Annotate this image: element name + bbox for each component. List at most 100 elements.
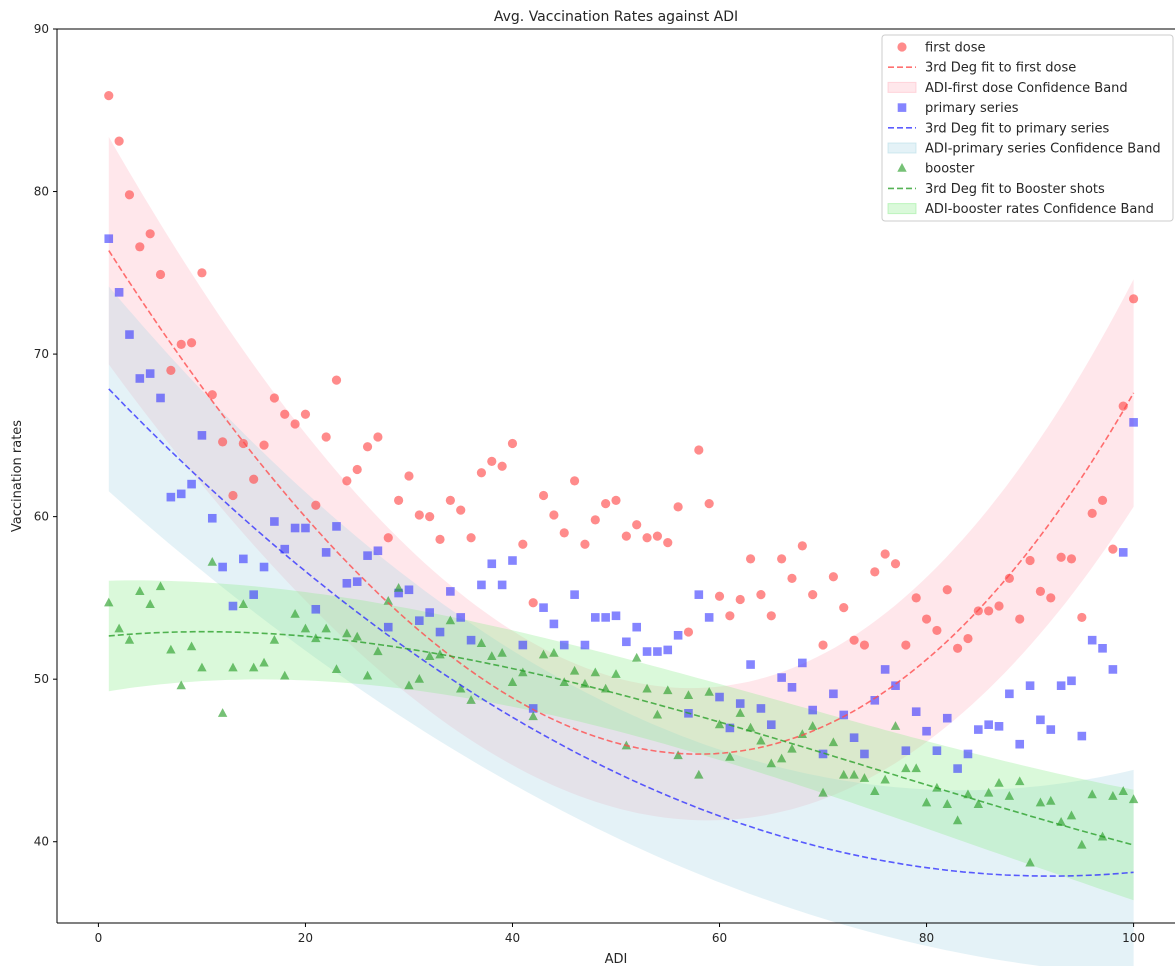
data-point [611, 611, 621, 621]
data-point [1046, 795, 1056, 805]
data-point [601, 499, 611, 509]
data-point [632, 520, 642, 530]
data-point [456, 683, 466, 693]
data-point [787, 683, 797, 692]
fit-lines [108, 250, 1135, 877]
legend-label: primary series [925, 101, 1019, 116]
data-point [952, 815, 963, 825]
data-point [415, 616, 424, 625]
data-point [249, 590, 258, 599]
legend-item: ADI-first dose Confidence Band [887, 81, 1128, 96]
data-point [176, 489, 186, 499]
data-point [1015, 776, 1025, 786]
data-point [1128, 294, 1139, 304]
data-point [1004, 573, 1014, 584]
data-point [911, 763, 921, 773]
data-point [953, 643, 963, 653]
data-point [611, 669, 621, 678]
data-point [828, 572, 838, 582]
data-point [1056, 681, 1066, 690]
chart-title: Avg. Vaccination Rates against ADI [494, 9, 738, 25]
data-point [663, 538, 673, 548]
data-point [166, 644, 176, 654]
legend-label: ADI-first dose Confidence Band [925, 81, 1128, 96]
data-point [963, 633, 973, 644]
data-point [528, 598, 538, 608]
data-point [901, 640, 911, 650]
data-point [1087, 635, 1097, 645]
data-point [921, 614, 932, 624]
data-point [911, 593, 921, 603]
data-point [580, 640, 590, 650]
data-point [1067, 676, 1076, 686]
x-tick-label: 60 [712, 931, 727, 945]
data-point [155, 581, 166, 591]
data-point [342, 628, 352, 638]
data-point [622, 637, 631, 647]
legend-label: ADI-booster rates Confidence Band [925, 202, 1154, 217]
data-point [559, 528, 569, 538]
data-point [766, 611, 776, 621]
data-point [870, 786, 880, 795]
data-point [559, 640, 569, 650]
data-point [456, 505, 466, 515]
data-point [673, 502, 683, 512]
x-tick-label: 80 [919, 931, 934, 945]
data-point [487, 559, 497, 569]
data-point [901, 763, 911, 773]
data-point [363, 551, 372, 560]
data-point [590, 613, 600, 622]
data-point [994, 722, 1004, 731]
data-point [186, 338, 197, 348]
x-tick-label: 0 [95, 931, 103, 945]
data-point [1025, 681, 1035, 690]
data-point [901, 746, 911, 756]
data-point [777, 673, 786, 682]
data-point [1035, 797, 1046, 807]
data-point [807, 721, 818, 730]
data-point [497, 647, 507, 657]
data-point [362, 670, 373, 680]
data-point [435, 627, 445, 637]
data-point [1066, 554, 1077, 564]
y-tick-label: 50 [34, 672, 49, 686]
data-point [404, 680, 414, 690]
data-point [124, 190, 135, 200]
data-point [776, 753, 787, 763]
data-point [984, 606, 994, 616]
data-point [683, 627, 694, 637]
data-point [507, 438, 518, 449]
data-point [1087, 508, 1097, 518]
data-point [135, 374, 145, 383]
data-point [238, 599, 249, 609]
data-point [849, 635, 859, 645]
data-point [777, 554, 787, 564]
data-point [766, 758, 776, 768]
data-point [1036, 715, 1045, 725]
data-point [538, 490, 549, 501]
data-point [300, 623, 311, 633]
data-point [425, 512, 435, 522]
data-point [290, 419, 300, 429]
legend-swatch [887, 81, 917, 93]
data-point [217, 708, 228, 717]
data-point [466, 695, 476, 704]
data-point [569, 665, 580, 675]
data-point [197, 662, 207, 672]
data-point [528, 704, 538, 713]
legend-marker [897, 163, 907, 172]
data-point [456, 613, 466, 622]
data-point [1015, 739, 1025, 749]
data-point [1005, 689, 1014, 699]
data-point [466, 635, 476, 645]
data-point [424, 651, 435, 661]
data-point [311, 500, 321, 510]
data-point [497, 461, 507, 471]
legend-item: 3rd Deg fit to Booster shots [888, 182, 1105, 197]
data-point [166, 492, 176, 502]
data-point [321, 623, 331, 633]
data-point [570, 590, 579, 599]
data-point [155, 269, 166, 280]
data-point [714, 591, 725, 601]
data-point [477, 580, 486, 590]
